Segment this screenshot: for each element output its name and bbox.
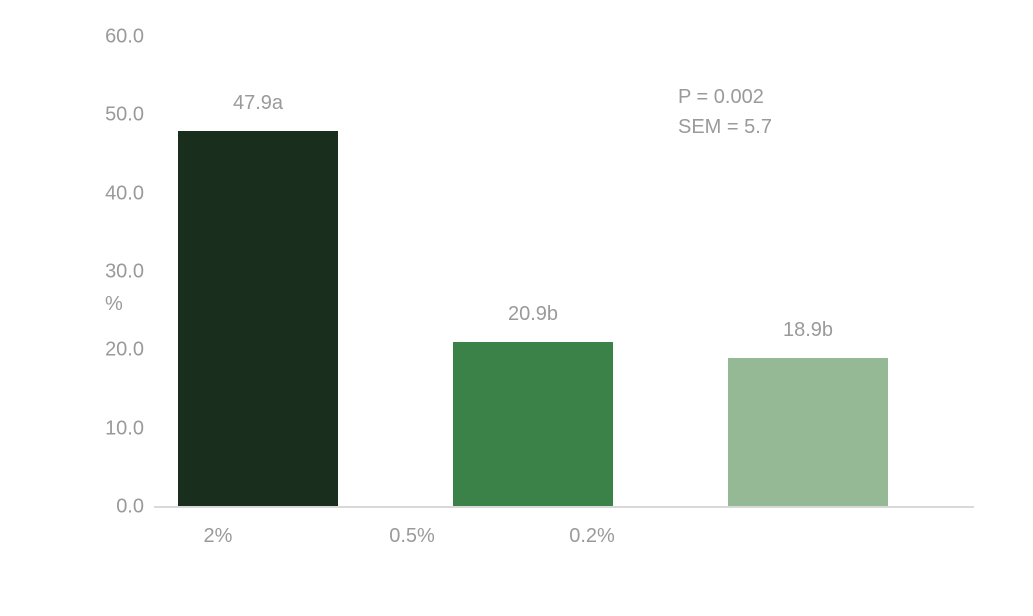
y-axis-label: % — [105, 293, 123, 316]
y-tick-label: 60.0 — [105, 26, 144, 49]
y-tick-label: 0.0 — [116, 496, 144, 519]
bar-2: 18.9b — [728, 358, 888, 506]
annotation-sem: SEM = 5.7 — [678, 116, 772, 139]
bar-label-1: 20.9b — [508, 303, 558, 326]
x-category-1: 0.5% — [389, 525, 435, 548]
y-tick-label: 50.0 — [105, 104, 144, 127]
x-category-0: 2% — [204, 525, 233, 548]
y-tick-label: 40.0 — [105, 182, 144, 205]
y-tick-label: 10.0 — [105, 417, 144, 440]
bar-label-0: 47.9a — [233, 92, 283, 115]
annotation-p-value: P = 0.002 — [678, 86, 764, 109]
x-category-2: 0.2% — [569, 525, 615, 548]
plot-area: 0.010.020.030.040.050.060.047.9a20.9b18.… — [154, 38, 974, 508]
bar-1: 20.9b — [453, 342, 613, 506]
bar-label-2: 18.9b — [783, 319, 833, 342]
bar-0: 47.9a — [178, 131, 338, 506]
bar-chart: % 0.0 10.0 20.0 30.0 40.0 50.0 60.0 47.9a 20.9b 1… — [90, 20, 990, 580]
y-tick-label: 20.0 — [105, 339, 144, 362]
y-tick-label: 30.0 — [105, 261, 144, 284]
